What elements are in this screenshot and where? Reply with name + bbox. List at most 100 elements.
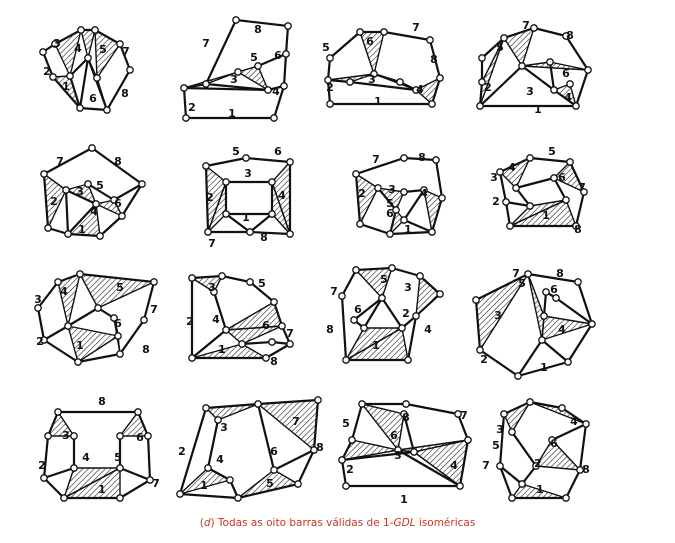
- link-label: 3: [34, 293, 42, 306]
- pivot-joint: [202, 80, 210, 88]
- pivot-joint: [582, 420, 590, 428]
- binary-link: [402, 218, 434, 234]
- binary-link: [256, 398, 320, 406]
- binary-link: [42, 338, 80, 364]
- link-label: 4: [508, 161, 516, 174]
- link-label: 4: [416, 83, 424, 96]
- link-label: 5: [548, 145, 556, 158]
- pivot-joint: [374, 184, 382, 192]
- link-label: 1: [200, 479, 208, 492]
- pivot-joint: [574, 278, 582, 286]
- link-label: 2: [480, 353, 488, 366]
- binary-link: [204, 156, 248, 168]
- link-label: 6: [114, 317, 122, 330]
- link-label: 8: [574, 223, 582, 236]
- pivot-joint: [410, 448, 418, 456]
- pivot-joint: [388, 264, 396, 272]
- pivot-joint: [478, 54, 486, 62]
- pivot-joint: [562, 32, 570, 40]
- pivot-joint: [284, 22, 292, 30]
- link-label: 2: [206, 191, 214, 204]
- binary-link: [56, 272, 82, 284]
- binary-link: [120, 182, 144, 218]
- binary-link: [78, 106, 109, 112]
- link-label: 8: [402, 411, 410, 424]
- link-label: 3: [230, 73, 238, 86]
- pivot-joint: [502, 198, 510, 206]
- linkage-diagram-15: 1 2 3 4 5 6 7 8: [338, 400, 472, 506]
- binary-link: [78, 272, 156, 284]
- link-label: 6: [270, 445, 278, 458]
- binary-link: [328, 30, 362, 60]
- link-label: 2: [358, 187, 366, 200]
- link-label: 5: [518, 277, 526, 290]
- link-label: 4: [558, 323, 566, 336]
- pivot-joint: [286, 230, 294, 238]
- link-label: 7: [122, 45, 130, 58]
- binary-link: [272, 448, 316, 472]
- binary-link: [396, 448, 462, 488]
- binary-link: [498, 464, 514, 500]
- pivot-joint: [126, 66, 134, 74]
- pivot-joint: [500, 410, 508, 418]
- pivot-joint: [286, 340, 294, 348]
- ternary-link: [503, 401, 531, 433]
- pivot-joint: [438, 194, 446, 202]
- binary-link: [190, 274, 224, 280]
- link-label: 1: [404, 223, 412, 236]
- binary-link: [550, 422, 588, 442]
- link-label: 7: [150, 303, 158, 316]
- pivot-joint: [360, 324, 368, 332]
- pivot-joint: [94, 304, 102, 312]
- binary-link: [474, 298, 482, 352]
- link-label: 7: [460, 409, 468, 422]
- binary-link: [502, 26, 536, 40]
- link-label: 2: [43, 65, 51, 78]
- binary-link: [564, 468, 582, 500]
- link-label: 1: [242, 211, 250, 224]
- link-label: 4: [272, 85, 280, 98]
- binary-link: [540, 338, 570, 364]
- link-label: 1: [534, 103, 542, 116]
- linkage-diagram-4: 1 2 3 4 5 6 7 8: [476, 19, 592, 116]
- pivot-joint: [428, 228, 436, 236]
- binary-link: [41, 50, 55, 79]
- pivot-joint: [386, 230, 394, 238]
- binary-link: [118, 318, 146, 356]
- pivot-joint: [226, 476, 234, 484]
- pivot-joint: [93, 74, 101, 82]
- binary-link: [478, 80, 484, 108]
- link-label: 2: [534, 457, 542, 470]
- binary-link: [340, 268, 358, 298]
- binary-link: [552, 176, 568, 202]
- binary-link: [340, 294, 348, 362]
- pivot-joint: [518, 480, 526, 488]
- pivot-joint: [77, 26, 85, 34]
- binary-link: [42, 324, 70, 342]
- pivot-joint: [60, 494, 68, 502]
- link-label: 2: [36, 335, 44, 348]
- link-label: 6: [274, 49, 282, 62]
- pivot-joint: [234, 68, 242, 76]
- pivot-joint: [496, 462, 504, 470]
- pivot-joint: [268, 338, 276, 346]
- binary-link: [430, 76, 442, 106]
- binary-link: [568, 160, 586, 194]
- ternary-link: [191, 343, 267, 359]
- pivot-joint: [566, 80, 574, 88]
- binary-link: [528, 400, 564, 410]
- pivot-joint: [40, 474, 48, 482]
- binary-link: [136, 410, 150, 438]
- linkage-diagram-8: 1 2 34 567 8: [490, 145, 588, 236]
- pivot-joint: [76, 270, 84, 278]
- ternary-link: [95, 199, 123, 217]
- pivot-joint: [412, 86, 420, 94]
- pivot-joint: [204, 228, 212, 236]
- binary-link: [502, 400, 532, 416]
- pivot-joint: [103, 106, 111, 114]
- pivot-joint: [352, 266, 360, 274]
- pivot-joint: [584, 66, 592, 74]
- pivot-joint: [314, 396, 322, 404]
- binary-link: [578, 422, 588, 472]
